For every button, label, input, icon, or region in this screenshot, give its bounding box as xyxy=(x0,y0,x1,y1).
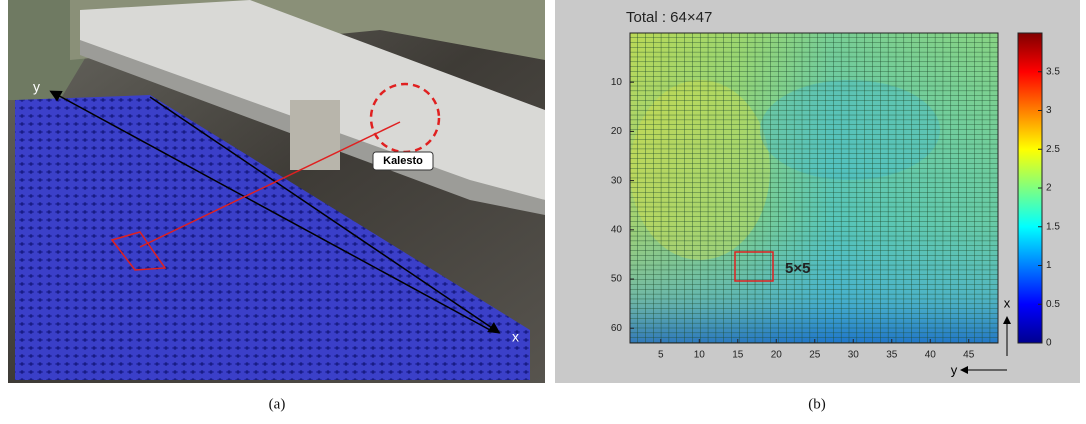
y-tick-label: 10 xyxy=(611,77,623,88)
colorbar-tick-label: 1 xyxy=(1046,260,1052,271)
heatmap-panel: 5×5 Total : 64×47 x y xyxy=(555,0,1080,383)
photo-panel: Kalesto y x xyxy=(8,0,545,383)
axis-label: x xyxy=(512,329,519,345)
axis-label: y xyxy=(951,362,958,377)
colorbar-tick-label: 2.5 xyxy=(1046,144,1060,155)
x-tick-label: 25 xyxy=(809,350,821,361)
y-tick-label: 60 xyxy=(611,323,623,334)
axis-label: y xyxy=(33,79,40,95)
heatmap-title: Total : 64×47 xyxy=(626,9,712,26)
y-tick-label: 50 xyxy=(611,274,623,285)
x-tick-label: 15 xyxy=(732,350,744,361)
colorbar-tick-label: 1.5 xyxy=(1046,221,1060,232)
window-label: 5×5 xyxy=(785,260,810,277)
x-tick-label: 45 xyxy=(963,350,975,361)
x-tick-label: 20 xyxy=(771,350,783,361)
y-tick-label: 40 xyxy=(611,224,623,235)
y-tick-label: 20 xyxy=(611,126,623,137)
caption: (a) xyxy=(269,396,286,412)
x-tick-label: 35 xyxy=(886,350,898,361)
axis-label: x xyxy=(1004,295,1011,310)
y-tick-label: 30 xyxy=(611,175,623,186)
colorbar-tick-label: 2 xyxy=(1046,183,1052,194)
colorbar-tick-label: 0 xyxy=(1046,338,1052,349)
x-tick-label: 40 xyxy=(925,350,937,361)
x-tick-label: 30 xyxy=(848,350,860,361)
colorbar-tick-label: 3.5 xyxy=(1046,66,1060,77)
colorbar-tick-label: 3 xyxy=(1046,105,1052,116)
caption: (b) xyxy=(808,396,826,412)
x-tick-label: 10 xyxy=(694,350,706,361)
x-tick-label: 5 xyxy=(658,350,664,361)
device-label: Kalesto xyxy=(383,155,423,167)
figure: Kalesto y x (a) 5×5 Total : 64×47 x y (b… xyxy=(0,0,1086,419)
colorbar-tick-label: 0.5 xyxy=(1046,299,1060,310)
